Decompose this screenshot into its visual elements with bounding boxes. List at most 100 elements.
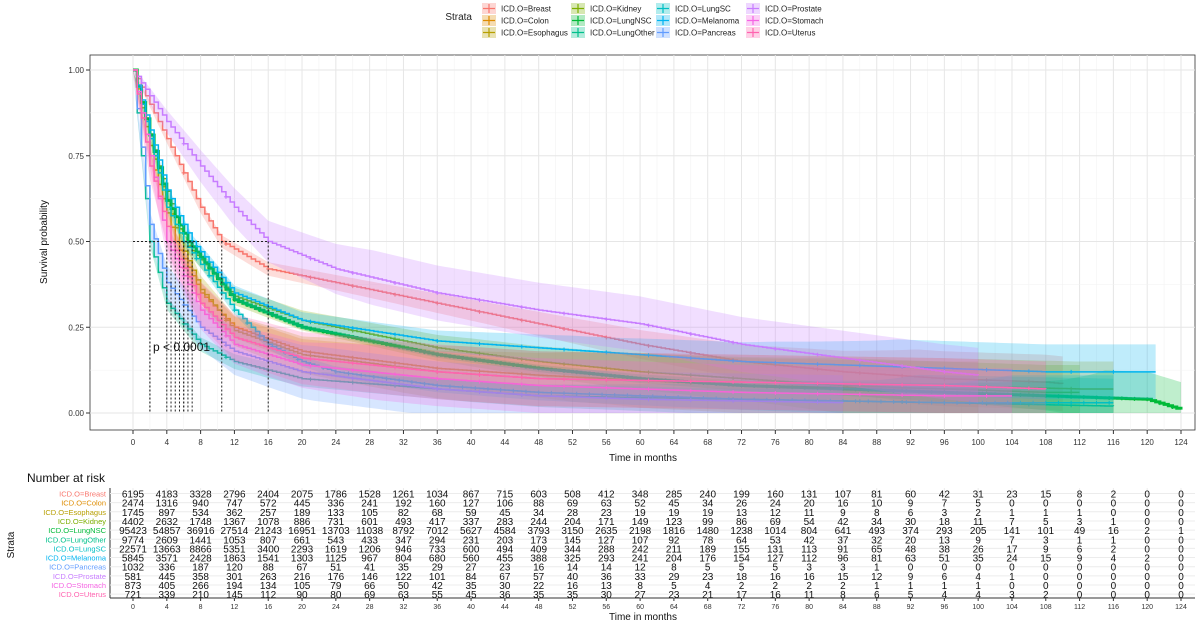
legend-label: ICD.O=LungOther	[590, 29, 655, 38]
risk-count: 1	[975, 581, 981, 592]
censor-mark	[646, 378, 651, 383]
risk-x-tick-label: 116	[1108, 604, 1119, 611]
censor-mark	[857, 392, 862, 397]
risk-count: 6195	[122, 490, 145, 501]
risk-count: 205	[970, 526, 987, 537]
risk-count: 0	[1144, 490, 1150, 501]
risk-count: 4	[942, 590, 948, 601]
risk-x-tick-label: 100	[972, 604, 984, 611]
risk-count: 112	[801, 554, 817, 565]
risk-count: 1261	[392, 490, 415, 501]
censor-mark	[223, 355, 228, 360]
risk-x-tick-label: 48	[535, 604, 543, 611]
risk-count: 433	[361, 535, 378, 546]
censor-mark	[384, 342, 389, 347]
risk-count: 2	[806, 581, 812, 592]
risk-count: 3571	[156, 554, 179, 565]
censor-mark	[773, 360, 778, 365]
censor-mark	[1081, 395, 1086, 400]
censor-mark	[473, 357, 478, 362]
risk-count: 8866	[189, 544, 212, 555]
x-tick-label: 0	[131, 438, 136, 447]
risk-count: 1	[1178, 526, 1184, 537]
risk-count: 60	[905, 490, 917, 501]
censor-mark	[350, 270, 355, 275]
risk-count: 16	[837, 499, 849, 510]
risk-count: 131	[801, 490, 818, 501]
legend-key-cross-icon	[657, 4, 669, 13]
x-tick-label: 112	[1073, 438, 1086, 447]
risk-count: 3793	[528, 526, 551, 537]
x-tick-label: 52	[568, 438, 577, 447]
risk-count: 64	[736, 535, 748, 546]
risk-count: 348	[632, 490, 649, 501]
risk-count: 79	[330, 581, 342, 592]
risk-count: 107	[835, 490, 852, 501]
censor-mark	[435, 345, 440, 350]
risk-count: 123	[666, 517, 683, 528]
x-tick-label: 8	[198, 438, 203, 447]
censor-mark	[283, 318, 288, 323]
risk-x-tick-label: 16	[264, 604, 272, 611]
risk-count: 600	[463, 544, 480, 555]
risk-count: 2	[739, 581, 745, 592]
censor-mark	[1026, 379, 1031, 384]
risk-count: 601	[361, 517, 378, 528]
censor-mark	[498, 361, 503, 366]
risk-count: 31	[973, 490, 985, 501]
censor-mark	[777, 384, 782, 389]
censor-mark	[359, 337, 364, 342]
censor-mark	[764, 384, 769, 389]
risk-count: 131	[767, 544, 784, 555]
censor-mark	[524, 364, 528, 369]
risk-count: 7	[1009, 517, 1015, 528]
risk-count: 27	[635, 590, 647, 601]
risk-count: 9	[975, 535, 981, 546]
censor-mark	[587, 371, 592, 376]
censor-mark	[574, 391, 579, 396]
risk-count: 0	[1009, 563, 1015, 574]
risk-count: 2	[1144, 526, 1150, 537]
censor-mark	[435, 301, 440, 306]
censor-mark	[549, 390, 554, 395]
risk-count: 1206	[359, 544, 382, 555]
censor-mark	[435, 386, 440, 391]
survival-curve-pancreas	[133, 69, 844, 404]
censor-mark	[477, 298, 482, 303]
risk-count: 33	[635, 572, 647, 583]
risk-count: 35	[466, 581, 478, 592]
censor-mark	[688, 373, 693, 378]
risk-count: 81	[871, 554, 883, 565]
censor-mark	[929, 400, 934, 405]
risk-count: 1078	[257, 517, 280, 528]
legend-key-cross-icon	[657, 16, 669, 25]
risk-count: 6	[1077, 544, 1083, 555]
ci-band-colon	[133, 70, 979, 413]
risk-count: 55	[432, 590, 444, 601]
x-tick-label: 24	[331, 438, 340, 447]
risk-count: 19	[668, 508, 680, 519]
censor-mark	[194, 256, 199, 261]
ci-band-lungnsc	[133, 70, 1181, 413]
risk-count: 2632	[156, 517, 179, 528]
censor-mark	[562, 362, 567, 367]
risk-count: 204	[564, 517, 581, 528]
risk-count: 146	[361, 572, 378, 583]
risk-count: 23	[499, 563, 511, 574]
risk-count: 0	[1178, 563, 1184, 574]
risk-count: 189	[294, 508, 311, 519]
censor-mark	[562, 384, 567, 389]
censor-mark	[878, 399, 883, 404]
risk-count: 967	[361, 554, 378, 565]
censor-mark	[1081, 400, 1086, 405]
risk-count: 16	[567, 581, 579, 592]
censor-mark	[701, 395, 706, 400]
risk-x-tick-label: 68	[704, 604, 712, 611]
censor-mark	[980, 391, 985, 396]
risk-count: 23	[601, 508, 613, 519]
censor-mark	[519, 372, 524, 377]
risk-count: 417	[429, 517, 446, 528]
risk-count: 67	[499, 572, 511, 583]
censor-mark	[308, 350, 313, 355]
risk-count: 42	[939, 490, 951, 501]
